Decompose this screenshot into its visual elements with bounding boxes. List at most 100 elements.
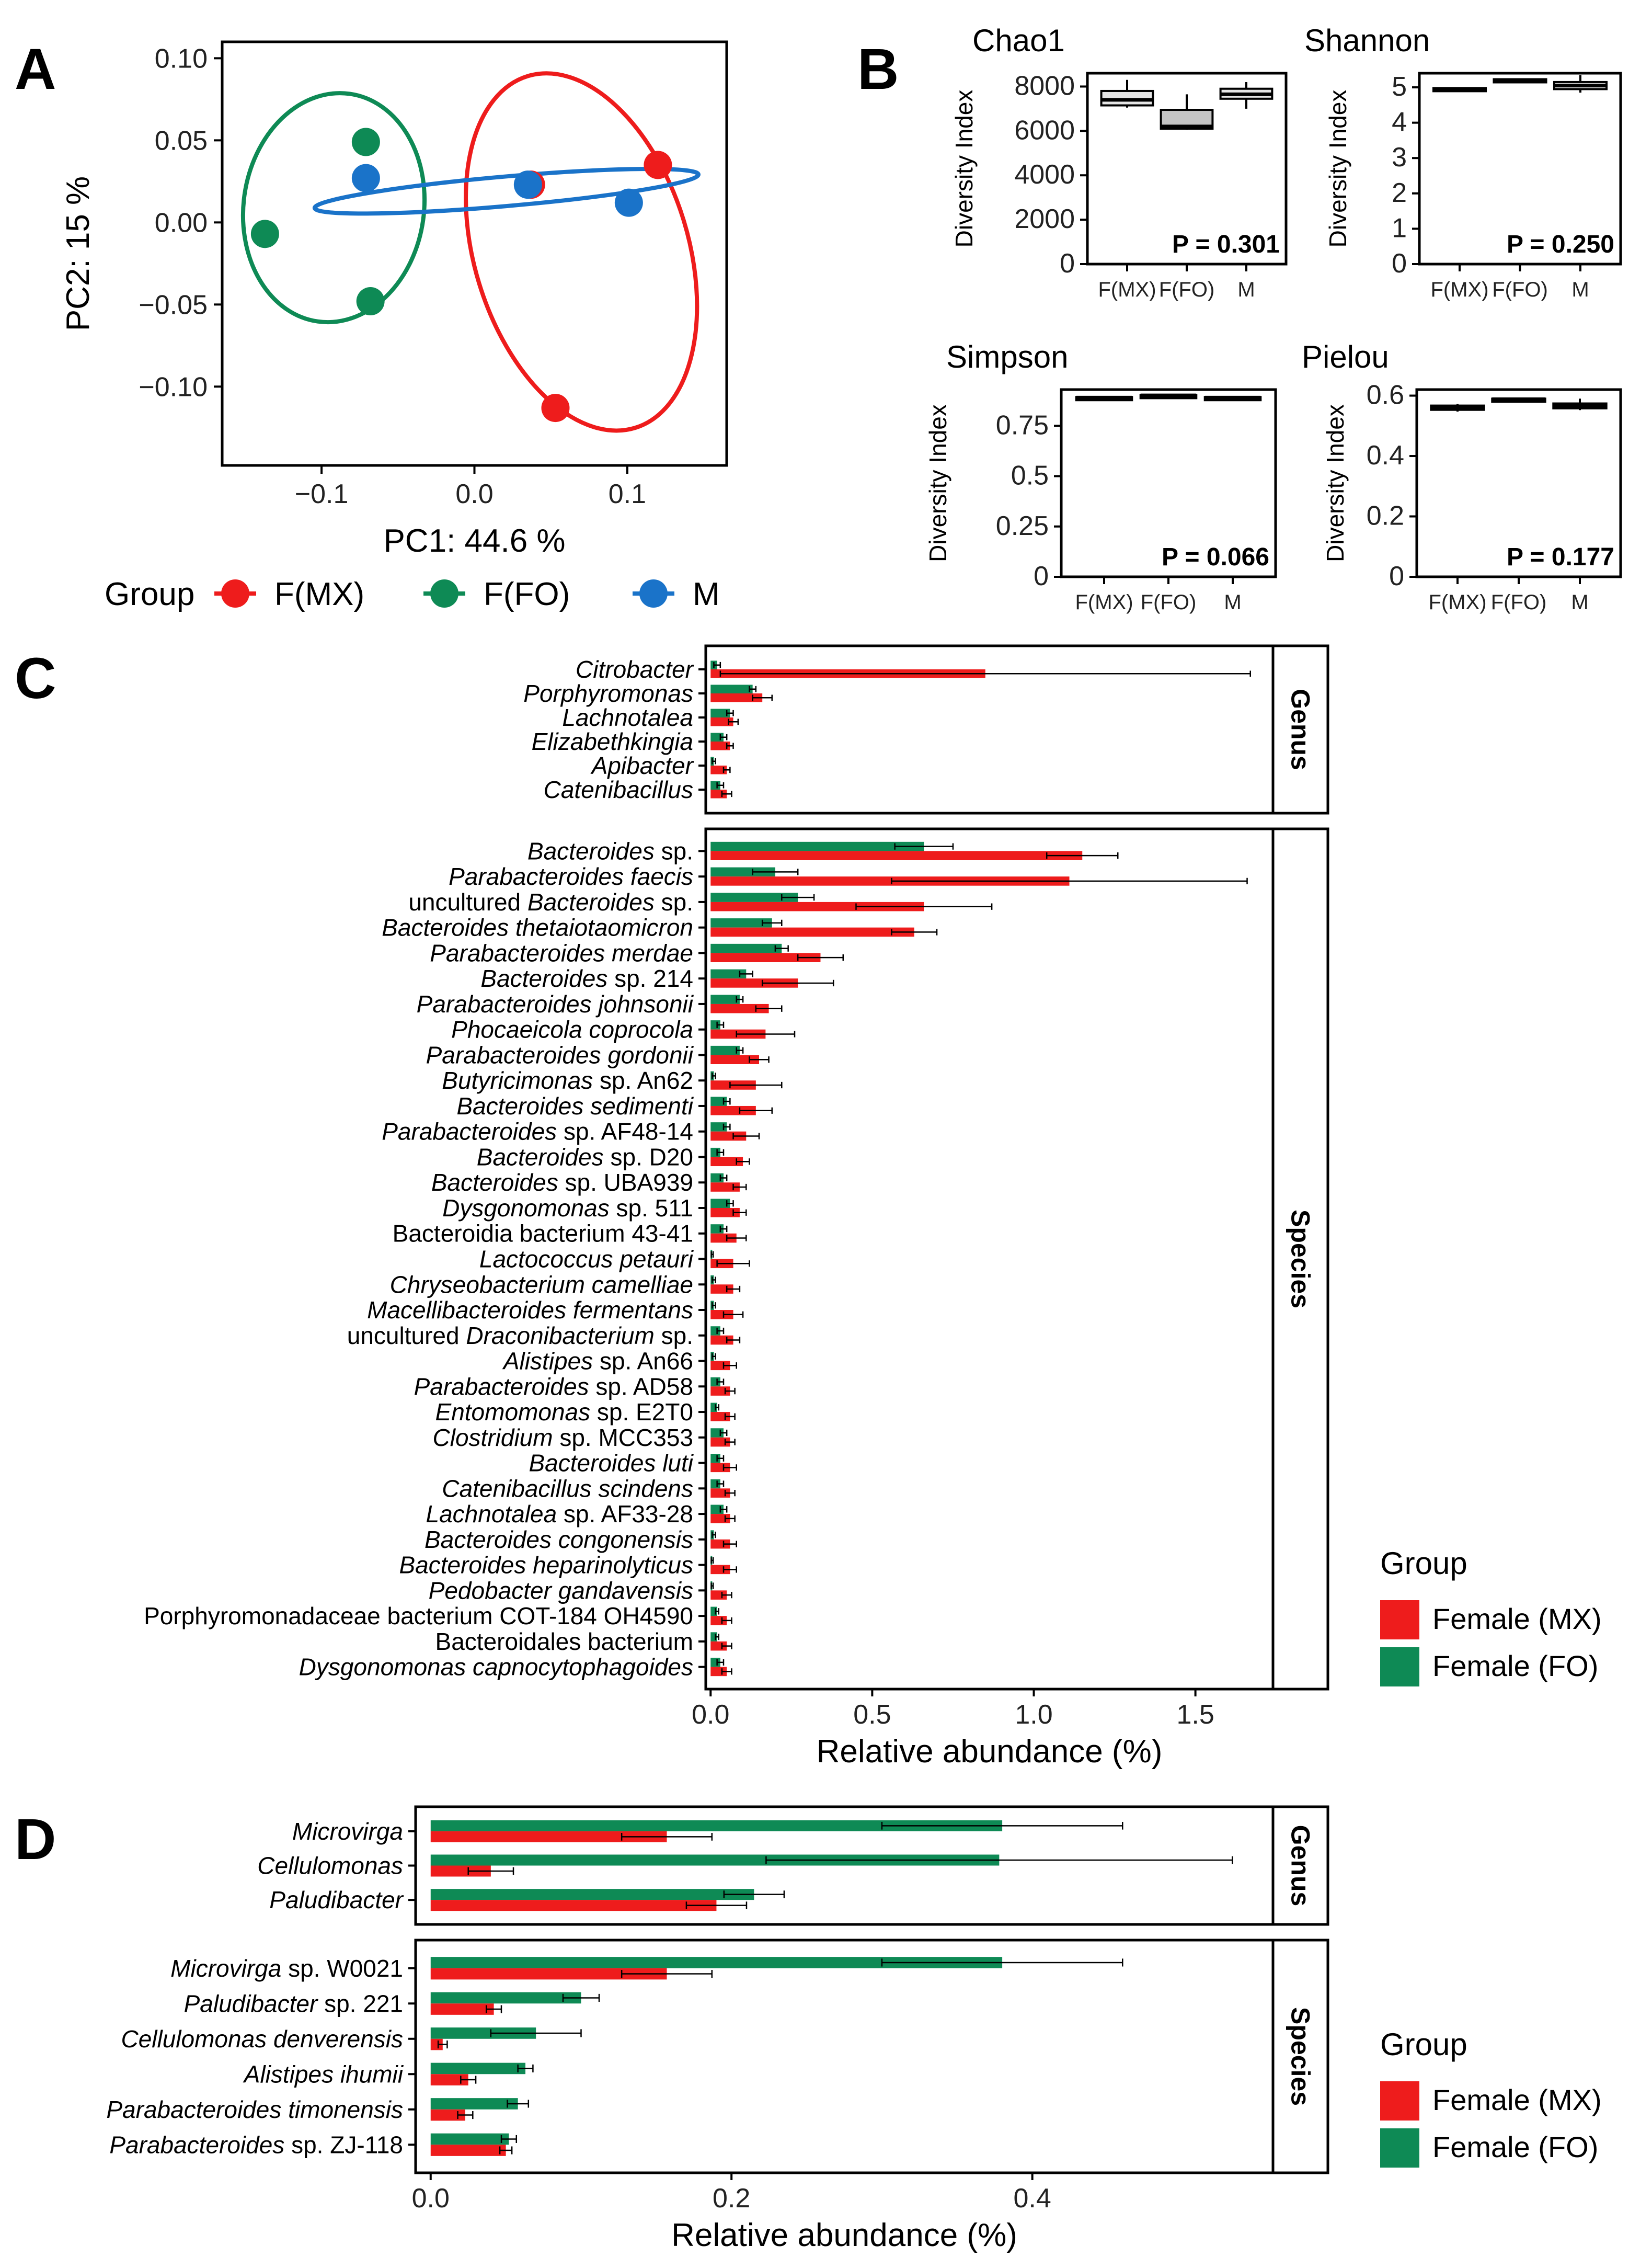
pca-plot: −0.1 0.0 0.1 0.10 0.05 0.00 −0.05 −0.10 PC1: 44.… [60,40,728,612]
bar-female-mx [710,902,924,911]
error-bar [621,1969,713,1978]
bar-female-mx [710,1361,730,1371]
taxon-label-part: Parabacteroides timonensis [106,2096,403,2123]
legend-swatch [1380,1647,1419,1686]
taxon-label-part: sp. 214 [607,965,693,992]
error-bar [722,1541,737,1547]
taxon-label-part: Porphyromonadaceae bacterium COT-184 OH4… [144,1602,693,1629]
taxon-label-part: Bacteroides [480,965,607,992]
y-tick-label: −0.05 [139,290,208,320]
taxon-label: Bacteroides sp. D20 [477,1143,693,1170]
taxon-label: Dysgonomonas capnocytophagoides [299,1654,693,1681]
error-bar [712,1531,716,1538]
panel-letter-d: D [15,1807,56,1872]
legend-label: Female (MX) [1432,1602,1602,1635]
taxon-label: Parabacteroides sp. AF48-14 [382,1118,693,1145]
strip-label: Genus [1286,1825,1315,1907]
taxon-label: Macellibacteroides fermentans [367,1296,693,1324]
y-tick-label: 3 [1392,142,1407,173]
error-bar [722,767,731,773]
bar-female-mx [710,693,763,702]
taxon-label-part: Lactococcus petauri [479,1246,694,1273]
y-tick-label: 0.25 [996,511,1049,541]
strip-label: Species [1286,2007,1315,2106]
bar-female-fo [710,685,753,693]
bar-female-mx [710,1233,737,1243]
taxon-label-part: Bacteroides [431,1169,558,1196]
panel-title: Simpson [946,339,1068,374]
error-bar [722,1464,737,1471]
boxplot-simpson: Simpson 0 0.25 0.5 0.75 Diversity Index F(MX) F… [924,339,1277,614]
taxon-label-part: sp. AD58 [589,1373,693,1400]
error-bar [726,710,734,716]
x-tick-label: M [1224,591,1241,614]
error-bar [721,1643,732,1649]
taxa-abundance-chart-d: GenusMicrovirgaCellulomonasPaludibacterS… [106,1805,1602,2253]
bar-female-mx [710,1590,727,1600]
error-bar [724,1439,736,1445]
panel-letter-c: C [15,646,56,711]
boxplot-pielou: Pielou 0 0.2 0.4 0.6 Diversity Index F(MX) F(FO… [1302,339,1622,614]
error-bar [713,662,721,668]
data-point [644,151,672,179]
y-tick-label: 0 [1389,561,1404,591]
taxon-label: Dysgonomonas sp. 511 [442,1194,693,1222]
taxon-label: Alistipes ihumii [243,2060,404,2088]
error-bar [755,1005,783,1012]
y-axis-title: PC2: 15 % [60,176,96,331]
bar-female-fo [430,2027,536,2039]
error-bar [722,1566,737,1573]
y-tick-label: 8000 [1014,71,1075,101]
p-value-label: P = 0.250 [1507,231,1614,258]
bar-female-mx [430,1968,667,1980]
bar-female-fo [430,1889,754,1900]
taxon-label-part: Pedobacter gandavensis [429,1577,693,1604]
taxon-label-part: sp. E2T0 [590,1398,693,1426]
taxon-label: Parabacteroides faecis [449,863,693,890]
x-tick-label: F(FO) [1491,591,1547,614]
taxon-label: Parabacteroides johnsonii [417,990,694,1018]
bar-female-mx [430,2003,494,2015]
y-tick-label: 0 [1392,248,1407,279]
bar-female-fo [430,1820,1003,1831]
taxon-label-part: Microvirga [292,1818,403,1845]
bar-female-fo [430,2098,518,2110]
taxon-label: Alistipes sp. An66 [502,1348,693,1375]
error-bar [719,1429,728,1437]
confidence-ellipse [464,71,699,433]
bar-female-fo [710,1377,720,1387]
bar-female-mx [710,851,1083,860]
bar-female-mx [710,1565,730,1575]
taxon-label-part: Alistipes ihumii [243,2060,404,2088]
taxon-label-part: Parabacteroides gordonii [426,1041,694,1068]
legend-key-dot [221,579,249,608]
error-bar [726,743,734,749]
legend-swatch [1380,2128,1419,2168]
bar-female-mx [710,1284,733,1294]
bar-female-fo [430,1854,1000,1866]
error-bar [723,1890,785,1899]
error-bar [894,843,954,850]
error-bar [621,1832,713,1841]
taxon-label: Microvirga [292,1818,403,1845]
x-tick-label: F(FO) [1159,278,1215,301]
taxon-label: Catenibacillus scindens [442,1475,693,1502]
bar-female-mx [430,2038,443,2050]
y-tick-label: 0 [1034,561,1049,591]
legend-label: Female (MX) [1432,2083,1602,2116]
error-bar [1046,852,1119,859]
legend: Group Female (MX) Female (FO) [1380,2027,1602,2168]
taxon-label: Butyricimonas sp. An62 [442,1067,693,1094]
error-bar [716,1480,725,1487]
taxon-label-part: Phocaeicola coprocola [451,1016,693,1043]
taxon-label: uncultured Bacteroides sp. [408,888,693,916]
error-bar [891,877,1248,885]
taxon-label: Parabacteroides timonensis [106,2096,403,2123]
error-bar [722,1362,737,1369]
taxon-label-part: Microvirga [170,1955,281,1982]
p-value-label: P = 0.301 [1172,231,1280,258]
error-bar [715,1633,719,1640]
y-tick-label: 0.2 [1367,501,1404,531]
taxon-label-part: Clostridium [433,1424,553,1451]
error-bar [728,719,739,725]
